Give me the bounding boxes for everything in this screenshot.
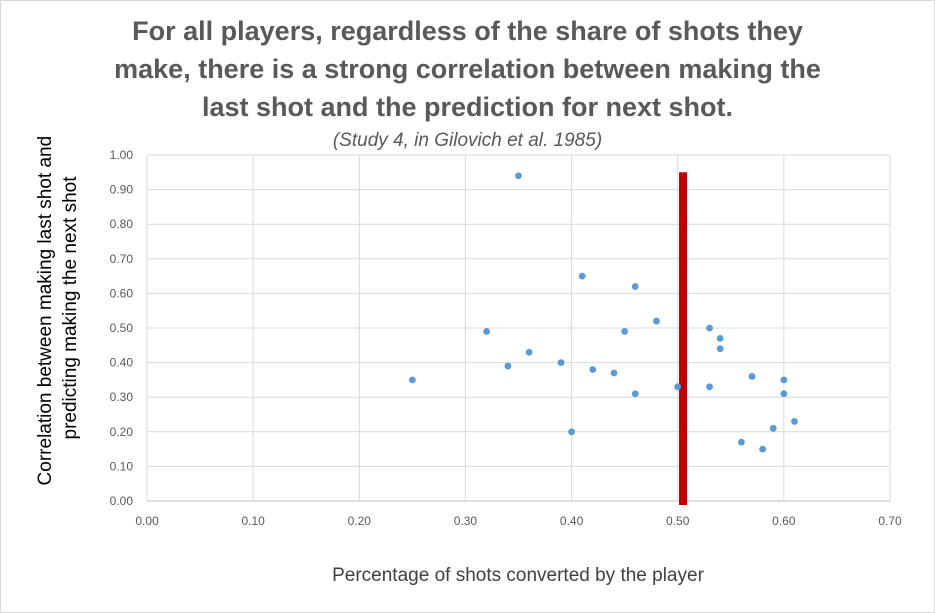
data-point [525, 348, 533, 356]
x-tick-label: 0.40 [560, 514, 584, 528]
chart-title-line-2: make, there is a strong correlation betw… [114, 54, 821, 84]
data-point [557, 359, 565, 366]
y-axis-title: Correlation between making last shot and… [35, 131, 81, 486]
grid-lines [146, 154, 891, 502]
data-point [515, 172, 522, 180]
data-point [716, 345, 724, 353]
reference-bar [679, 172, 688, 506]
data-point [674, 383, 682, 391]
y-tick-label: 0.70 [110, 252, 134, 266]
y-tick-label: 0.00 [110, 494, 134, 508]
data-point [791, 418, 798, 425]
data-point [408, 376, 416, 384]
data-point [769, 424, 777, 432]
x-axis-tick-labels: 0.00 0.10 0.20 0.30 0.40 0.50 0.60 0.70 [135, 514, 902, 528]
chart-subtitle: (Study 4, in Gilovich et al. 1985) [332, 130, 603, 151]
y-tick-label: 0.20 [110, 425, 134, 439]
x-tick-label: 0.70 [878, 514, 902, 528]
data-point [716, 334, 724, 342]
y-tick-label: 0.50 [110, 321, 134, 335]
data-point [568, 428, 575, 436]
y-tick-label: 1.00 [110, 148, 134, 162]
data-point [653, 317, 660, 325]
chart-title: For all players, regardless of the share… [0, 12, 935, 126]
x-tick-label: 0.60 [772, 514, 796, 528]
y-tick-label: 0.10 [110, 459, 134, 473]
reference-bar-layer [679, 172, 688, 506]
x-axis-title: Percentage of shots converted by the pla… [332, 565, 704, 586]
x-tick-label: 0.30 [454, 514, 478, 528]
data-point [589, 366, 597, 373]
data-point [631, 283, 639, 290]
x-tick-label: 0.20 [348, 514, 372, 528]
data-point [759, 445, 767, 453]
data-point [780, 390, 788, 398]
chart-title-line-1: For all players, regardless of the share… [132, 16, 803, 46]
data-point [706, 383, 713, 391]
y-tick-label: 0.40 [110, 356, 134, 370]
x-tick-label: 0.00 [135, 514, 159, 528]
data-points [408, 172, 798, 453]
data-point [610, 369, 618, 377]
data-point [706, 324, 713, 332]
x-tick-label: 0.10 [241, 514, 265, 528]
x-tick-label: 0.50 [666, 514, 690, 528]
chart-title-line-3: last shot and the prediction for next sh… [201, 92, 734, 122]
y-axis-title-line-1: Correlation between making last shot and [35, 136, 56, 486]
data-point [780, 376, 788, 384]
data-point [483, 328, 491, 335]
y-tick-label: 0.60 [110, 286, 134, 300]
y-tick-label: 0.80 [110, 217, 134, 231]
data-point [504, 362, 512, 370]
data-point [621, 328, 629, 335]
y-axis-title-line-2: predicting making the next shot [60, 176, 81, 440]
data-point [578, 272, 586, 280]
y-axis-tick-labels: 0.00 0.10 0.20 0.30 0.40 0.50 0.60 0.70 0.80 0.90… [110, 148, 134, 508]
y-tick-label: 0.30 [110, 390, 134, 404]
y-tick-label: 0.90 [110, 183, 134, 197]
data-point [738, 438, 745, 446]
data-point [631, 390, 639, 398]
data-point [748, 373, 756, 380]
